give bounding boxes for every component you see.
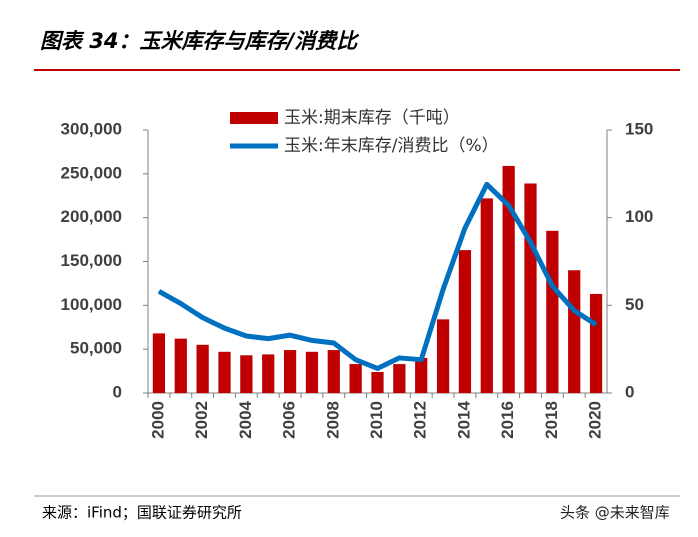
bar <box>152 333 166 393</box>
watermark: 头条 @未来智库 <box>560 504 670 522</box>
bar <box>174 338 187 393</box>
bar <box>568 270 581 393</box>
x-tick-label: 2018 <box>542 401 561 439</box>
y-tick-label: 100,000 <box>61 295 122 314</box>
y-tick-label: 150,000 <box>61 251 122 270</box>
y-tick-label: 200,000 <box>61 207 122 226</box>
bar <box>262 354 275 393</box>
bar <box>502 165 515 393</box>
bar <box>436 319 450 393</box>
bar <box>458 250 472 393</box>
bar <box>218 351 231 393</box>
chart-title: 图表 34：玉米库存与库存/消费比 <box>40 29 360 53</box>
y-tick-label: 300,000 <box>61 119 122 138</box>
x-tick-label: 2000 <box>148 401 167 439</box>
bar <box>327 350 340 393</box>
legend-label: 玉米:年末库存/消费比（%） <box>284 136 499 156</box>
y2-tick-label: 100 <box>625 207 653 226</box>
x-tick-label: 2014 <box>454 400 473 438</box>
x-tick-label: 2016 <box>498 401 517 439</box>
bar <box>305 351 319 393</box>
bar <box>371 371 384 393</box>
bar <box>196 344 209 393</box>
bar <box>415 357 428 393</box>
x-tick-label: 2002 <box>192 401 211 439</box>
x-tick-label: 2010 <box>367 401 386 439</box>
y2-tick-label: 150 <box>625 119 653 138</box>
bar <box>240 355 253 393</box>
bar <box>480 198 493 393</box>
x-tick-label: 2008 <box>323 401 342 439</box>
line <box>157 181 598 371</box>
legend-label: 玉米:期末库存（千吨） <box>284 108 460 128</box>
bar <box>349 364 362 393</box>
bar <box>524 183 537 393</box>
y-tick-label: 250,000 <box>61 163 122 182</box>
x-tick-label: 2012 <box>411 401 430 439</box>
source: 来源：iFind；国联证券研究所 <box>42 504 242 522</box>
y2-tick-label: 0 <box>625 382 634 401</box>
y-tick-label: 50,000 <box>70 339 122 358</box>
bar <box>283 350 297 393</box>
legend-swatch <box>230 112 278 124</box>
bar <box>546 230 559 393</box>
y-tick-label: 0 <box>113 382 122 401</box>
x-tick-label: 2004 <box>236 400 255 438</box>
x-tick-label: 2020 <box>586 401 605 439</box>
y2-tick-label: 50 <box>625 295 644 314</box>
x-tick-label: 2006 <box>280 401 299 439</box>
bar <box>589 293 603 393</box>
bar <box>393 364 406 393</box>
